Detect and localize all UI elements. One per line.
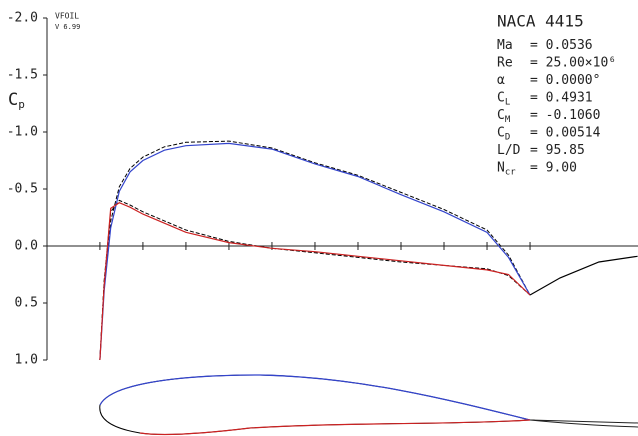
annotation-value: = 25.00×10⁶ <box>530 55 616 70</box>
annotation-value: = 0.0536 <box>530 38 593 53</box>
annotation-subscript: D <box>505 132 510 142</box>
annotation: CM = -0.1060 <box>497 108 600 125</box>
annotation-name: C <box>497 108 505 123</box>
y-tick-label: -2.0 <box>7 11 38 26</box>
annotation-name: N <box>497 160 505 175</box>
wake <box>529 419 638 428</box>
y-tick-label: 1.0 <box>15 353 38 368</box>
y-tick-label: 0.0 <box>15 239 38 254</box>
y-tick-label: -1.0 <box>7 125 38 140</box>
annotation-value: = 9.00 <box>530 160 577 175</box>
annotation: Re = 25.00×10⁶ <box>497 55 616 70</box>
annotation-name: L/D <box>497 143 521 158</box>
annotation: α = 0.0000° <box>497 73 600 88</box>
annotation-name: C <box>497 125 505 140</box>
airfoil-upper <box>99 374 531 421</box>
annotation: CD = 0.00514 <box>497 125 601 142</box>
annotation-name: Ma <box>497 38 513 53</box>
annotation-name: α <box>497 73 505 88</box>
cp-line <box>99 202 531 361</box>
airfoil-lower <box>139 419 531 435</box>
annotation-name: C <box>497 90 505 105</box>
annotation-subscript: L <box>505 97 510 107</box>
annotation: Ncr = 9.00 <box>497 160 577 177</box>
cp-line <box>99 199 531 361</box>
y-tick-label: -1.5 <box>7 68 38 83</box>
annotation-value: = -0.1060 <box>530 108 600 123</box>
y-axis-label: Cp <box>8 90 25 111</box>
annotation-subscript: cr <box>505 167 516 177</box>
annotation-name: Re <box>497 55 513 70</box>
program-name: VFOIL <box>55 12 79 21</box>
annotation-value: = 0.0000° <box>530 73 600 88</box>
cp-line <box>99 140 531 361</box>
chart-title: NACA 4415 <box>497 12 584 31</box>
annotation-subscript: M <box>505 115 511 125</box>
annotation: CL = 0.4931 <box>497 90 593 107</box>
program-version: V 6.99 <box>55 23 80 31</box>
annotation-value: = 0.4931 <box>530 90 593 105</box>
annotation: Ma = 0.0536 <box>497 38 593 53</box>
annotation: L/D = 95.85 <box>497 143 585 158</box>
cp-line <box>99 142 531 361</box>
cp-line <box>529 255 638 296</box>
annotation-value: = 95.85 <box>530 143 585 158</box>
y-tick-label: -0.5 <box>7 182 38 197</box>
y-tick-label: 0.5 <box>15 296 38 311</box>
annotation-value: = 0.00514 <box>530 125 601 140</box>
